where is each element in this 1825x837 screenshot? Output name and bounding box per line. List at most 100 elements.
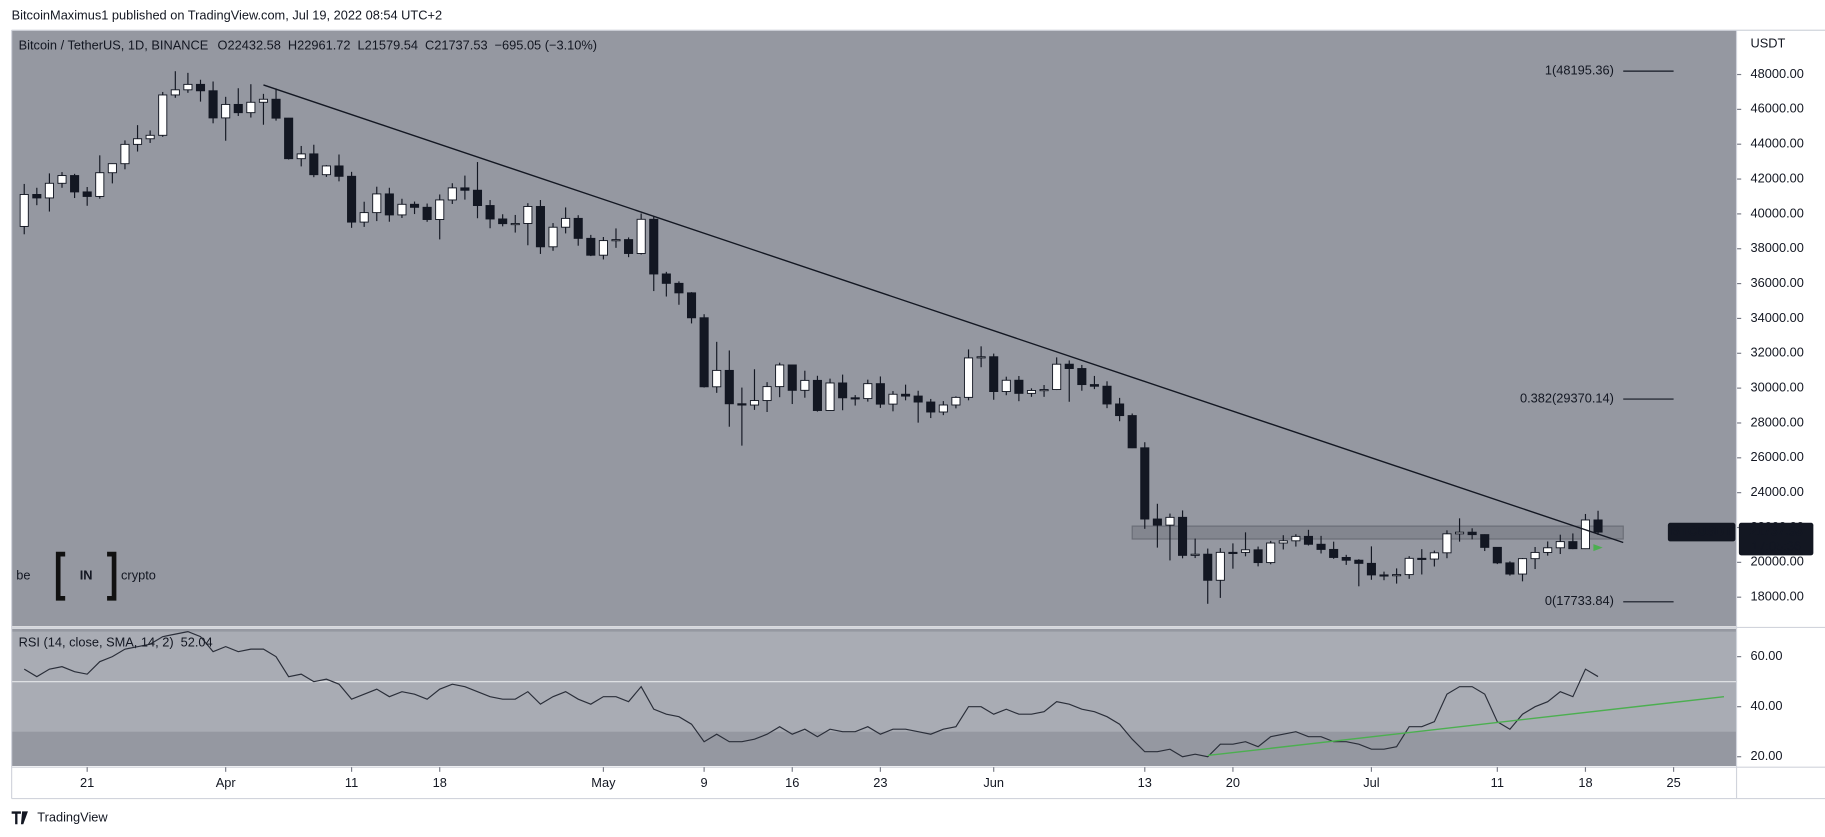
candle-body — [510, 223, 520, 226]
candle-body — [82, 191, 92, 197]
candle-body — [1140, 447, 1150, 520]
x-tick-label: 18 — [433, 775, 447, 790]
candle-body — [309, 153, 319, 176]
candle-body — [195, 83, 206, 92]
candle-body — [1127, 415, 1137, 449]
candle-body — [296, 153, 306, 160]
candle-body — [334, 165, 344, 177]
x-tick-label: 18 — [1578, 775, 1592, 790]
candle-body — [1492, 546, 1502, 564]
candle-body — [926, 401, 936, 413]
candle-body — [951, 396, 961, 406]
legend-symbol: Bitcoin / TetherUS, 1D, BINANCE — [19, 38, 209, 53]
candle-body — [762, 386, 772, 402]
x-tick-label: 11 — [1491, 775, 1504, 790]
candle-body — [133, 138, 143, 145]
candle-body — [1115, 403, 1125, 417]
candle-body — [208, 90, 218, 119]
candle-body — [1253, 549, 1263, 564]
footer-brand: TradingView — [37, 810, 108, 825]
candle-body — [1316, 543, 1326, 550]
candle-body — [1555, 541, 1565, 549]
candle-body — [901, 393, 911, 397]
y-tick-label: 20000.00 — [1751, 554, 1804, 569]
candle-body — [989, 356, 999, 392]
candle-body — [775, 364, 785, 388]
candle-body — [158, 94, 168, 136]
candle-body — [938, 404, 948, 413]
x-tick-label: May — [591, 775, 616, 790]
candle-body — [1165, 516, 1175, 526]
y-tick-label: 20.00 — [1751, 748, 1783, 763]
x-tick-label: 11 — [345, 775, 358, 790]
watermark-right: crypto — [121, 568, 156, 583]
candle-body — [1152, 518, 1162, 526]
candle-body — [19, 194, 29, 227]
candle-body — [699, 317, 709, 388]
candle-body — [1064, 363, 1074, 369]
candle-body — [1228, 551, 1238, 554]
x-tick-label: Jul — [1363, 775, 1379, 790]
candle-body — [409, 203, 420, 208]
footer-logo — [11, 811, 28, 825]
watermark-left: be — [16, 568, 30, 583]
candle-body — [1266, 542, 1276, 564]
candle-body — [447, 187, 457, 201]
legend-value: 21737.53 — [434, 38, 487, 53]
candle-body — [1580, 519, 1590, 550]
candle-body — [1480, 534, 1490, 548]
candle-body — [145, 134, 155, 140]
y-tick-label: 30000.00 — [1751, 380, 1804, 395]
y-tick-label: 24000.00 — [1751, 484, 1804, 499]
candle-body — [359, 212, 369, 223]
candle-body — [1404, 557, 1414, 576]
candle-body — [170, 89, 180, 96]
candle-body — [712, 369, 722, 388]
candle-body — [44, 182, 54, 199]
candle-body — [1291, 535, 1301, 542]
candle-body — [1190, 553, 1200, 556]
candle-body — [1026, 390, 1037, 394]
candle-body — [800, 379, 810, 391]
x-tick-label: 21 — [80, 775, 94, 790]
x-tick-label: 23 — [873, 775, 887, 790]
x-tick-label: 16 — [785, 775, 799, 790]
candle-body — [1203, 553, 1213, 581]
candle-body — [1089, 384, 1099, 387]
candle-body — [888, 393, 898, 405]
ticker-label: BTCUSDT — [1671, 523, 1732, 538]
candle-body — [1505, 562, 1515, 575]
legend-key: L — [357, 38, 364, 53]
y-tick-label: 40000.00 — [1751, 205, 1804, 220]
candle-body — [1379, 574, 1389, 577]
y-tick-label: 60.00 — [1751, 648, 1783, 663]
legend-key: C — [425, 38, 434, 53]
y-tick-label: 34000.00 — [1751, 310, 1804, 325]
y-tick-label: 42000.00 — [1751, 170, 1804, 185]
candle-body — [1240, 549, 1251, 553]
candle-body — [498, 218, 508, 225]
candle-body — [737, 403, 747, 406]
candle-body — [863, 383, 873, 400]
candle-body — [397, 203, 407, 216]
candle-body — [1039, 389, 1049, 392]
legend-value: 22432.58 — [228, 38, 281, 53]
signal-arrow — [1593, 544, 1603, 552]
candle-body — [913, 395, 923, 403]
candle-body — [1102, 385, 1112, 405]
legend-key: O — [218, 38, 228, 53]
candle-body — [1392, 574, 1402, 577]
x-tick-label: Jun — [983, 775, 1004, 790]
published-line: BitcoinMaximus1 published on TradingView… — [12, 8, 442, 23]
candle-body — [246, 101, 256, 114]
candle-body — [183, 83, 193, 91]
x-tick-label: 25 — [1666, 775, 1680, 790]
resistance-zone — [1131, 525, 1624, 540]
x-tick-label: 9 — [701, 775, 708, 790]
candle-body — [1014, 379, 1024, 394]
candle-body — [976, 356, 986, 359]
trend-line — [1207, 695, 1725, 757]
candle-body — [749, 400, 760, 406]
last-price: 21737.53 — [1749, 523, 1802, 538]
y-tick-label: 28000.00 — [1751, 414, 1804, 429]
